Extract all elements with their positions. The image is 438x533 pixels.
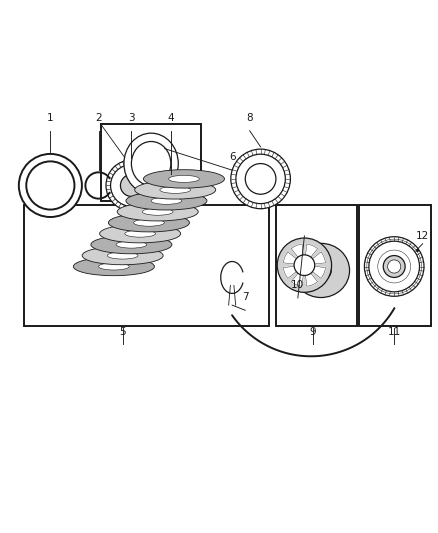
Bar	[101, 124, 201, 201]
Ellipse shape	[160, 187, 191, 193]
Polygon shape	[304, 265, 318, 286]
Circle shape	[26, 161, 74, 209]
Circle shape	[106, 160, 157, 211]
Polygon shape	[304, 265, 325, 278]
Polygon shape	[283, 265, 304, 278]
Ellipse shape	[117, 203, 198, 221]
Ellipse shape	[109, 214, 189, 232]
Circle shape	[245, 164, 276, 194]
Text: 1: 1	[47, 113, 54, 123]
Circle shape	[383, 255, 405, 278]
Polygon shape	[304, 252, 325, 265]
Bar	[359, 205, 431, 326]
Text: 4: 4	[167, 113, 174, 123]
Ellipse shape	[124, 133, 178, 194]
Ellipse shape	[142, 208, 173, 215]
Circle shape	[369, 241, 420, 292]
Circle shape	[120, 174, 142, 197]
Polygon shape	[291, 265, 304, 286]
Circle shape	[388, 260, 401, 273]
Circle shape	[161, 176, 180, 195]
Circle shape	[231, 149, 290, 209]
Text: 9: 9	[310, 327, 317, 336]
Text: 12: 12	[416, 231, 429, 241]
Ellipse shape	[99, 224, 180, 243]
Ellipse shape	[99, 263, 129, 270]
Text: 10: 10	[291, 280, 304, 290]
Text: 6: 6	[229, 152, 236, 162]
Text: 7: 7	[242, 293, 249, 302]
Circle shape	[110, 165, 152, 206]
Bar	[24, 205, 269, 326]
Ellipse shape	[131, 141, 171, 185]
Ellipse shape	[82, 246, 163, 265]
Ellipse shape	[107, 252, 138, 259]
Circle shape	[236, 154, 285, 204]
Text: 3: 3	[128, 113, 135, 123]
Ellipse shape	[293, 244, 350, 297]
Circle shape	[294, 255, 315, 276]
Text: 8: 8	[246, 113, 253, 123]
Ellipse shape	[116, 241, 147, 248]
Text: 2: 2	[95, 113, 102, 123]
Ellipse shape	[125, 230, 155, 237]
Ellipse shape	[135, 181, 216, 199]
Ellipse shape	[151, 197, 182, 204]
Circle shape	[364, 237, 424, 296]
Text: 5: 5	[119, 327, 126, 336]
Ellipse shape	[74, 257, 154, 276]
Circle shape	[165, 180, 177, 191]
Polygon shape	[291, 244, 304, 265]
Polygon shape	[304, 244, 318, 265]
Ellipse shape	[311, 261, 331, 280]
Ellipse shape	[169, 175, 199, 182]
Text: 11: 11	[388, 327, 401, 336]
Ellipse shape	[143, 169, 225, 188]
Circle shape	[277, 238, 332, 292]
Polygon shape	[283, 252, 304, 265]
Ellipse shape	[91, 236, 172, 254]
Ellipse shape	[134, 219, 164, 226]
Circle shape	[19, 154, 82, 217]
Ellipse shape	[126, 191, 207, 210]
Bar	[276, 205, 357, 326]
